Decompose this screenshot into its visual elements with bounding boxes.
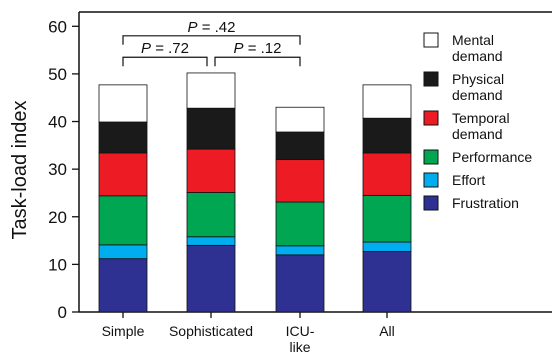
x-tick-label: All <box>379 323 395 339</box>
legend-item: Physical demand <box>423 71 504 103</box>
y-tick-label: 10 <box>48 255 67 274</box>
legend-item: Frustration <box>423 195 519 211</box>
bars <box>98 72 412 313</box>
bar-segment <box>186 72 236 109</box>
p-value-label: P = .42 <box>188 19 236 36</box>
p-value-label: P = .12 <box>234 40 282 57</box>
bar-segment <box>275 254 325 313</box>
legend-label: Frustration <box>452 195 519 211</box>
legend-item: Temporal demand <box>423 110 510 142</box>
bar-segment <box>186 244 236 313</box>
bar-segment <box>98 244 148 260</box>
legend-label: Performance <box>452 149 532 165</box>
significance-annotations: P = .42 P = .72 P = .12 <box>122 19 301 67</box>
legend-item: Performance <box>423 149 532 165</box>
legend-label: Physical demand <box>452 71 504 103</box>
bar-segment <box>362 194 412 243</box>
bar-segment <box>186 148 236 193</box>
bar-segment <box>98 121 148 154</box>
legend-label: Mental demand <box>452 32 503 64</box>
legend-item: Mental demand <box>423 32 503 64</box>
legend-label: Effort <box>452 172 485 188</box>
bar-segment <box>362 152 412 196</box>
bar-segment <box>98 258 148 313</box>
bar-segment <box>275 131 325 161</box>
legend-swatch <box>423 32 439 48</box>
legend-swatch <box>423 172 439 188</box>
x-tick-label: Sophisticated <box>169 323 253 339</box>
p-value-label: P = .72 <box>141 40 189 57</box>
bar-segment <box>186 236 236 246</box>
bracket-line <box>122 56 208 67</box>
significance-bracket: P = .42 <box>122 19 301 45</box>
bar-segment <box>275 245 325 256</box>
legend-swatch <box>423 71 439 87</box>
bar-stack <box>98 84 148 313</box>
significance-bracket: P = .72 <box>122 40 208 67</box>
bar-stack <box>362 84 412 313</box>
y-axis: 0 10 20 30 40 50 60 <box>48 17 79 322</box>
x-tick-label: ICU-like <box>286 323 315 355</box>
bar-segment <box>275 201 325 247</box>
bar-segment <box>98 152 148 197</box>
bar-segment <box>362 117 412 154</box>
y-tick-label: 60 <box>48 17 67 36</box>
bar-segment <box>98 84 148 123</box>
y-tick-label: 20 <box>48 208 67 227</box>
y-tick-label: 40 <box>48 113 67 132</box>
bar-segment <box>98 195 148 246</box>
significance-bracket: P = .12 <box>214 40 301 67</box>
y-axis-label: Task-load index <box>9 101 31 240</box>
x-tick-label: Simple <box>102 323 145 339</box>
x-axis: Simple Sophisticated ICU-like All <box>102 312 395 355</box>
bar-segment <box>362 84 412 119</box>
legend-swatch <box>423 195 439 211</box>
legend: Mental demand Physical demand Temporal demand… <box>423 32 532 211</box>
bracket-line <box>122 35 301 45</box>
bar-stack <box>186 72 236 313</box>
y-tick-label: 50 <box>48 65 67 84</box>
bar-segment <box>275 106 325 133</box>
bar-stack <box>275 106 325 313</box>
bar-segment <box>362 251 412 313</box>
y-tick-label: 30 <box>48 160 67 179</box>
legend-item: Effort <box>423 172 485 188</box>
legend-swatch <box>423 110 439 126</box>
bar-segment <box>275 159 325 203</box>
bar-segment <box>186 107 236 150</box>
legend-label: Temporal demand <box>452 110 510 142</box>
bar-segment <box>186 192 236 238</box>
legend-swatch <box>423 149 439 165</box>
y-tick-label: 0 <box>58 303 67 322</box>
bracket-line <box>214 56 301 67</box>
bar-segment <box>362 241 412 252</box>
